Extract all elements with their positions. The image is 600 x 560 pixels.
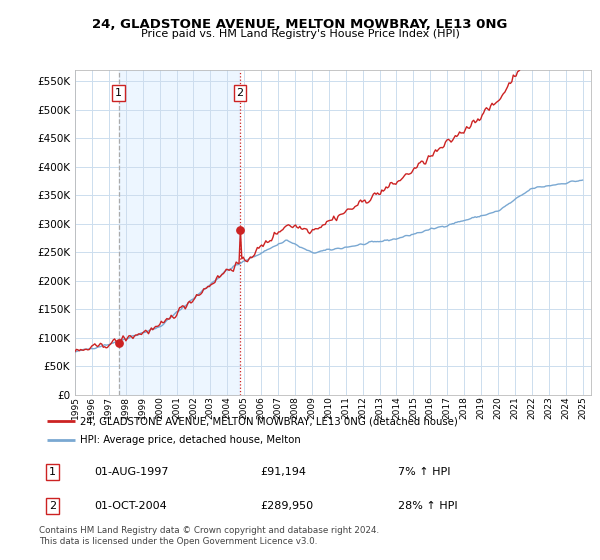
Text: 1: 1 — [115, 88, 122, 98]
Text: Contains HM Land Registry data © Crown copyright and database right 2024.
This d: Contains HM Land Registry data © Crown c… — [39, 526, 379, 546]
Text: £91,194: £91,194 — [260, 466, 306, 477]
Point — [114, 338, 124, 347]
Point — [235, 225, 245, 234]
Text: £289,950: £289,950 — [260, 501, 313, 511]
Text: 2: 2 — [236, 88, 244, 98]
Text: 7% ↑ HPI: 7% ↑ HPI — [398, 466, 451, 477]
Text: 1: 1 — [49, 466, 56, 477]
Text: 28% ↑ HPI: 28% ↑ HPI — [398, 501, 457, 511]
Text: HPI: Average price, detached house, Melton: HPI: Average price, detached house, Melt… — [80, 435, 301, 445]
Text: 24, GLADSTONE AVENUE, MELTON MOWBRAY, LE13 0NG: 24, GLADSTONE AVENUE, MELTON MOWBRAY, LE… — [92, 18, 508, 31]
Text: 24, GLADSTONE AVENUE, MELTON MOWBRAY, LE13 0NG (detached house): 24, GLADSTONE AVENUE, MELTON MOWBRAY, LE… — [80, 417, 458, 426]
Text: 01-OCT-2004: 01-OCT-2004 — [94, 501, 167, 511]
Text: 01-AUG-1997: 01-AUG-1997 — [94, 466, 169, 477]
Text: 2: 2 — [49, 501, 56, 511]
Text: Price paid vs. HM Land Registry's House Price Index (HPI): Price paid vs. HM Land Registry's House … — [140, 29, 460, 39]
